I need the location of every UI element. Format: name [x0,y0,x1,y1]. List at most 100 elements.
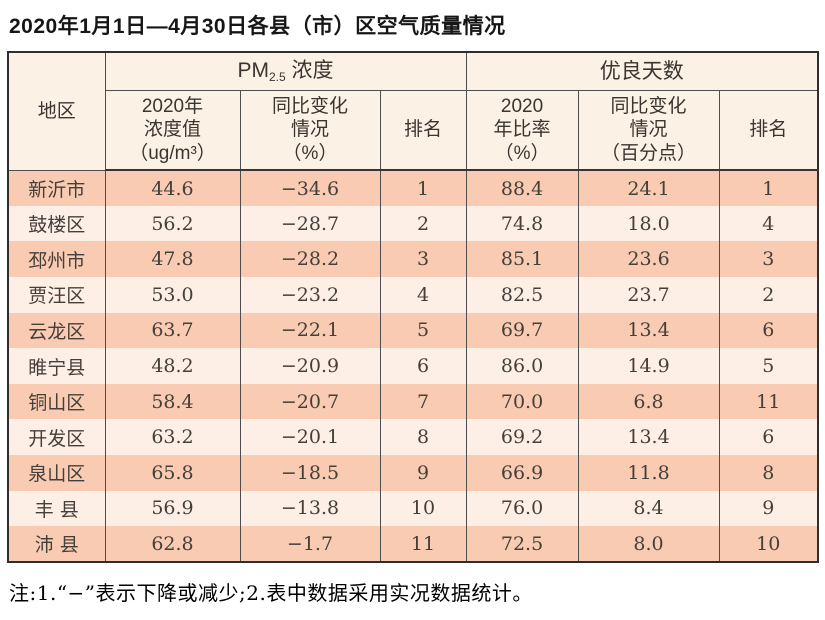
pm25-value-cell: 47.8 [104,241,241,278]
ratio-rank-cell: 1 [718,170,819,206]
table-row-suining: 睢宁县 48.2 −20.9 6 86.0 14.9 5 [7,348,819,384]
pm25-change-cell: −20.7 [239,383,381,420]
region-cell: 贾汪区 [7,277,106,313]
region-cell: 泉山区 [7,455,106,491]
pm25-label-prefix: PM [237,59,269,83]
ratio-change-cell: 13.4 [577,419,720,456]
ratio-rank-cell: 6 [718,419,819,456]
header-region: 地区 [7,52,106,171]
pm25-rank-cell: 5 [379,312,467,349]
pm25-label-suffix: 浓度 [285,59,334,83]
header-pm25-value: 2020年 浓度值 （ug/m³） [104,90,241,172]
ratio-value-cell: 82.5 [465,277,579,313]
ratio-value-cell: 69.7 [465,312,579,349]
pm25-rank-cell: 9 [379,455,467,491]
pm25-value-cell: 53.0 [104,277,241,313]
pm25-rank-cell: 3 [379,241,467,278]
ratio-change-cell: 23.7 [577,277,720,313]
ratio-rank-cell: 3 [718,241,819,278]
pm25-rank-cell: 2 [379,205,467,242]
region-cell: 丰 县 [7,490,106,527]
header-ratio-change: 同比变化 情况 （百分点） [577,90,720,172]
pm25-change-cell: −13.8 [239,490,381,527]
header-ratio-rank: 排名 [718,90,819,172]
ratio-change-cell: 13.4 [577,312,720,349]
pm25-rank-cell: 4 [379,277,467,313]
header-good-days-group: 优良天数 [465,52,819,91]
ratio-value-cell: 66.9 [465,455,579,491]
table-row-yunlong: 云龙区 63.7 −22.1 5 69.7 13.4 6 [7,312,819,349]
header-pm25-group: PM2.5 浓度 [104,52,467,91]
region-cell: 邳州市 [7,241,106,278]
pm25-rank-cell: 8 [379,419,467,456]
pm25-rank-cell: 6 [379,348,467,384]
header-ratio-value: 2020 年比率 （%） [465,90,579,172]
region-cell: 沛 县 [7,526,106,562]
pm25-value-cell: 56.9 [104,490,241,527]
pm25-change-cell: −22.1 [239,312,381,349]
pm25-change-cell: −18.5 [239,455,381,491]
pm25-value-cell: 48.2 [104,348,241,384]
ratio-value-cell: 76.0 [465,490,579,527]
pm25-rank-cell: 7 [379,383,467,420]
pm25-value-cell: 58.4 [104,383,241,420]
region-cell: 云龙区 [7,312,106,349]
ratio-value-cell: 86.0 [465,348,579,384]
ratio-change-cell: 18.0 [577,205,720,242]
air-quality-table: 地区 PM2.5 浓度 优良天数 2020年 浓度值 （ug/m³） 同比变化 … [7,51,820,563]
header-pm25-change: 同比变化 情况 （%） [239,90,381,172]
pm25-value-cell: 56.2 [104,205,241,242]
region-cell: 鼓楼区 [7,205,106,242]
table-row-peixian: 沛 县 62.8 −1.7 11 72.5 8.0 10 [7,526,819,562]
pm25-value-cell: 62.8 [104,526,241,562]
header-row-columns: 2020年 浓度值 （ug/m³） 同比变化 情况 （%） 排名 2020 年比… [8,90,819,172]
pm25-change-cell: −1.7 [239,526,381,562]
ratio-value-cell: 74.8 [465,205,579,242]
region-cell: 睢宁县 [7,348,106,384]
table-body: 新沂市 44.6 −34.6 1 88.4 24.1 1 鼓楼区 56.2 −2… [7,170,819,562]
pm25-rank-cell: 10 [379,490,467,527]
pm25-change-cell: −20.9 [239,348,381,384]
ratio-value-cell: 70.0 [465,383,579,420]
ratio-rank-cell: 8 [718,455,819,491]
pm25-label-subscript: 2.5 [268,70,286,85]
ratio-change-cell: 23.6 [577,241,720,278]
ratio-rank-cell: 6 [718,312,819,349]
ratio-value-cell: 88.4 [465,170,579,206]
table-header: 地区 PM2.5 浓度 优良天数 2020年 浓度值 （ug/m³） 同比变化 … [7,52,819,172]
pm25-change-cell: −34.6 [239,170,381,206]
ratio-value-cell: 85.1 [465,241,579,278]
pm25-value-cell: 63.2 [104,419,241,456]
table-row-tongshan: 铜山区 58.4 −20.7 7 70.0 6.8 11 [7,383,819,420]
table-row-xinyi: 新沂市 44.6 −34.6 1 88.4 24.1 1 [7,170,819,206]
ratio-change-cell: 14.9 [577,348,720,384]
pm25-value-cell: 44.6 [104,170,241,206]
ratio-rank-cell: 10 [718,526,819,562]
ratio-rank-cell: 5 [718,348,819,384]
table-row-pizhou: 邳州市 47.8 −28.2 3 85.1 23.6 3 [7,241,819,278]
footnote: 注:1.“−”表示下降或减少;2.表中数据采用实况数据统计。 [9,580,533,605]
pm25-value-cell: 63.7 [104,312,241,349]
pm25-change-cell: −28.7 [239,205,381,242]
ratio-rank-cell: 9 [718,490,819,527]
table-row-jiawang: 贾汪区 53.0 −23.2 4 82.5 23.7 2 [7,277,819,313]
pm25-change-cell: −28.2 [239,241,381,278]
pm25-change-cell: −20.1 [239,419,381,456]
pm25-value-cell: 65.8 [104,455,241,491]
table-row-quanshan: 泉山区 65.8 −18.5 9 66.9 11.8 8 [7,455,819,491]
page-title: 2020年1月1日—4月30日各县（市）区空气质量情况 [9,15,506,38]
pm25-rank-cell: 1 [379,170,467,206]
region-cell: 新沂市 [7,170,106,206]
ratio-change-cell: 6.8 [577,383,720,420]
ratio-change-cell: 8.0 [577,526,720,562]
ratio-rank-cell: 2 [718,277,819,313]
page: 2020年1月1日—4月30日各县（市）区空气质量情况 地区 PM2.5 浓度 … [7,15,820,605]
pm25-rank-cell: 11 [379,526,467,562]
ratio-change-cell: 24.1 [577,170,720,206]
ratio-change-cell: 8.4 [577,490,720,527]
table-row-gulou: 鼓楼区 56.2 −28.7 2 74.8 18.0 4 [7,205,819,242]
table-row-fengxian: 丰 县 56.9 −13.8 10 76.0 8.4 9 [7,490,819,527]
ratio-value-cell: 72.5 [465,526,579,562]
region-cell: 铜山区 [7,383,106,420]
header-pm25-rank: 排名 [379,90,467,172]
